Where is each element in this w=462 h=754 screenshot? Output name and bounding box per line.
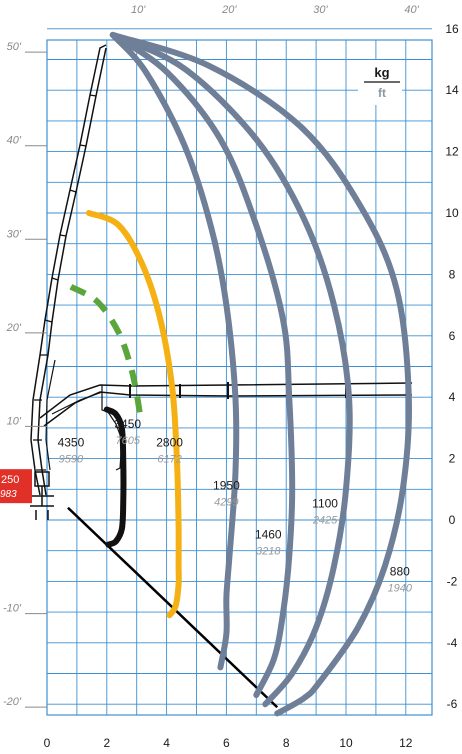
ft-y-tick-label: 10' [7,415,22,427]
load-label-kg: 2800 [156,435,183,449]
red-load-box [0,469,32,504]
y-tick-label: 2 [449,452,456,466]
load-label-lb: 4299 [214,496,238,508]
grid-frame [46,39,433,716]
load-label-kg: 4350 [58,435,85,449]
load-curve-1 [109,31,240,671]
y-tick-label: 8 [449,267,456,281]
ft-x-tick-label: 40' [404,4,419,16]
load-label-kg: 880 [390,564,410,578]
x-tick-label: 4 [163,736,170,750]
load-label-kg: 1950 [213,478,240,492]
ft-y-tick-label: 50' [7,41,22,53]
load-label-lb: 3218 [256,545,281,557]
load-curve-6 [69,284,143,414]
load-label-kg: 1460 [255,527,282,541]
x-tick-label: 10 [339,736,353,750]
grid [46,28,433,716]
load-label-lb: 6172 [157,453,181,465]
load-label-lb: 7605 [115,435,140,447]
load-label-kg: 1100 [312,497,338,511]
x-tick-label: 12 [399,736,413,750]
load-curves [67,31,412,717]
load-curve-4 [109,31,412,717]
y-tick-label: -6 [447,697,458,711]
load-label-lb: 9590 [59,453,84,465]
load-label-kg: 3450 [114,417,141,431]
x-tick-label: 8 [283,736,290,750]
load-curve-2 [109,31,296,698]
x-tick-label: 2 [103,736,110,750]
y-tick-label: -2 [447,574,458,588]
load-curve-7 [103,406,127,548]
y-tick-label: 12 [445,145,459,159]
y-tick-label: 6 [449,329,456,343]
ft-x-tick-label: 10' [131,4,146,16]
load-label-kg: 250 [1,474,19,486]
unit-ft-label: ft [378,86,386,100]
ft-y-tick-label: -20' [3,696,22,708]
y-tick-label: 10 [445,206,459,220]
y-tick-label: 0 [449,513,456,527]
load-label-lb: 983 [0,489,17,500]
y-tick-label: 14 [445,83,459,97]
y-tick-label: 16 [445,22,459,36]
ft-y-tick-label: 40' [7,135,22,147]
load-labels: 0 2 4 6 8 10 12 -6 -4 -2 0 2 4 6 8 10 12 14 16 10' 20' 30' 40'… [0,4,459,750]
x-tick-label: 6 [223,736,230,750]
unit-kg-label: kg [374,65,389,80]
load-label-lb: 2425 [312,515,338,527]
load-label-lb: 1940 [388,582,413,594]
x-tick-label: 0 [44,736,51,750]
ft-y-tick-label: -10' [3,603,22,615]
ft-y-tick-label: 30' [7,228,22,240]
load-curve-3 [109,31,353,708]
y-tick-label: 4 [449,390,456,404]
ft-x-tick-label: 20' [221,4,237,16]
ft-y-tick-label: 20' [6,322,22,334]
ft-x-tick-label: 30' [313,4,328,16]
unit-legend: kg ft [358,60,402,105]
load-curve-5 [85,210,182,619]
y-tick-label: -4 [447,636,458,650]
